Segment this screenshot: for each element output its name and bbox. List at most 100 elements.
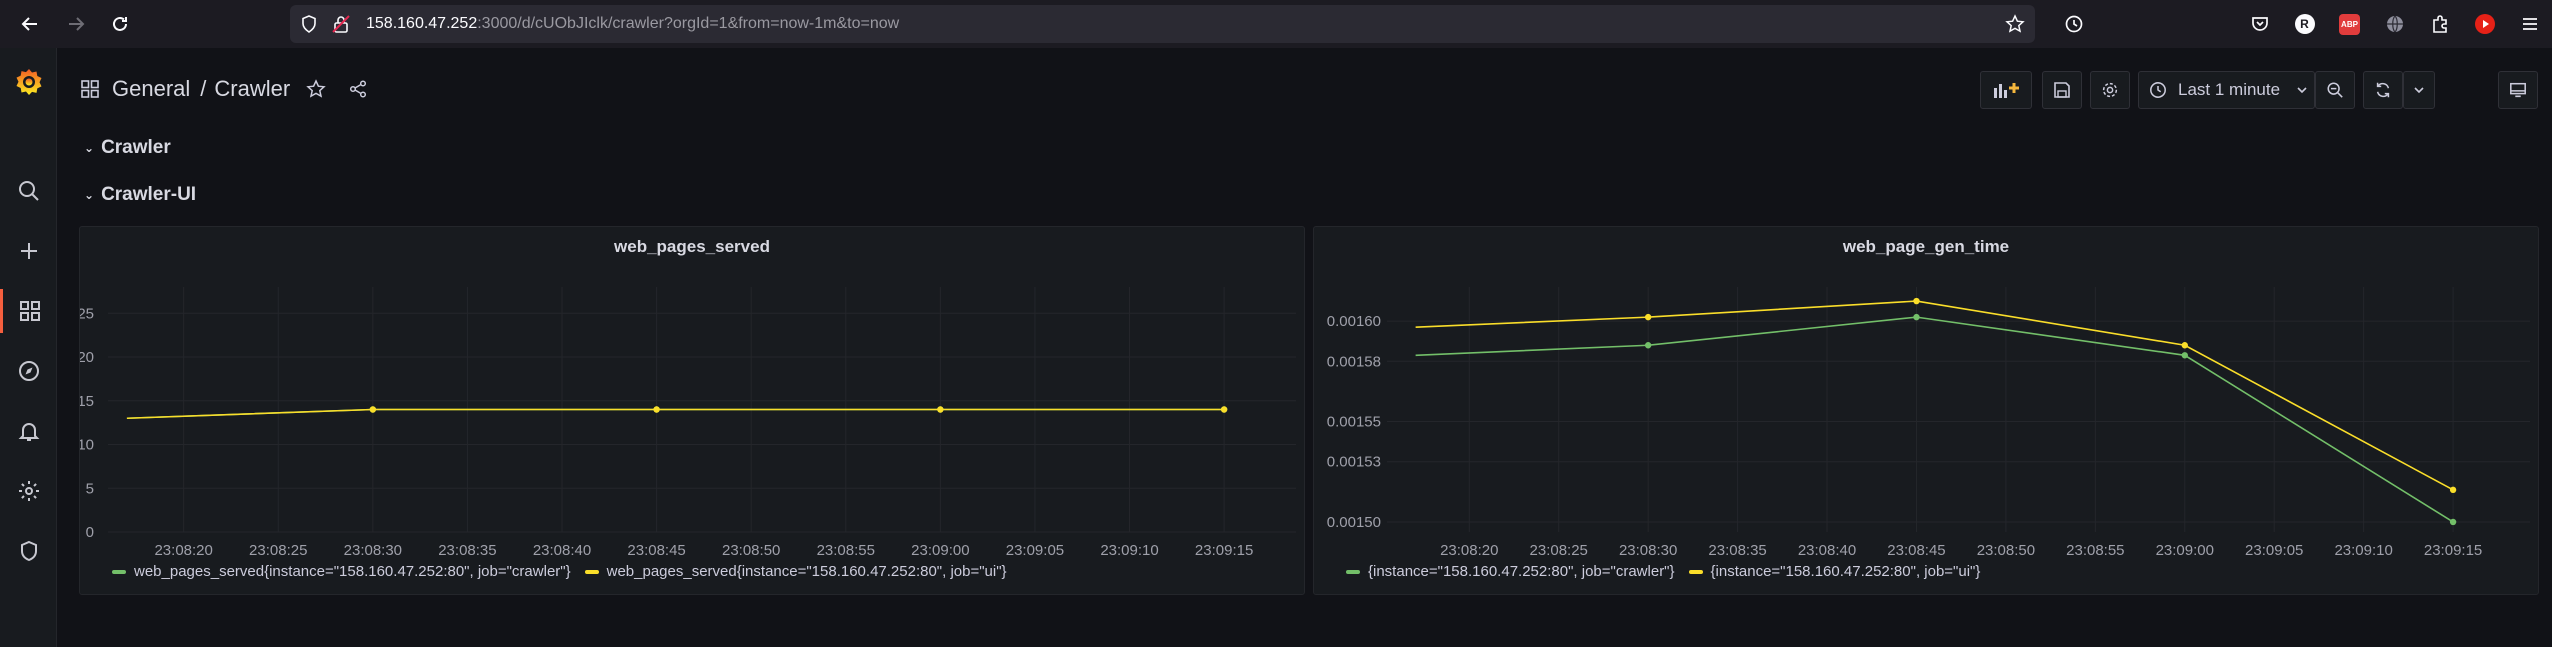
grafana-home-logo[interactable]	[0, 60, 57, 104]
x-tick-label: 23:08:20	[1440, 542, 1498, 557]
shield-icon	[302, 15, 316, 33]
tv-mode-button[interactable]	[2498, 71, 2538, 109]
plus-icon	[20, 243, 37, 259]
panel-web-pages-served[interactable]: web_pages_served 0 5 10 15 20 25 23:08:20 23:08…	[79, 226, 1305, 595]
chart-legend: {instance="158.160.47.252:80", job="craw…	[1346, 563, 1994, 580]
compass-icon	[18, 361, 39, 381]
panel-title[interactable]: web_pages_served	[614, 237, 770, 256]
youtube-extension-button[interactable]	[2462, 0, 2507, 48]
monitor-icon	[2510, 82, 2526, 98]
data-point	[2449, 518, 2457, 526]
app-menu-button[interactable]	[2507, 0, 2552, 48]
add-panel-button[interactable]	[1980, 71, 2032, 109]
breadcrumb-dashboard-title[interactable]: Crawler	[214, 76, 291, 101]
adblock-icon: ABP	[2339, 13, 2360, 35]
x-tick-label: 23:08:50	[722, 542, 780, 557]
profile-avatar: R	[2294, 14, 2315, 34]
zoom-out-icon	[2327, 82, 2343, 98]
grafana-sidebar	[0, 48, 57, 647]
x-tick-label: 23:08:55	[2066, 542, 2124, 557]
y-tick-label: 5	[86, 480, 94, 497]
x-tick-label: 23:09:10	[1100, 542, 1158, 557]
x-tick-label: 23:09:15	[1195, 542, 1253, 557]
x-tick-label: 23:09:05	[2245, 542, 2303, 557]
dashboard-settings-button[interactable]	[2090, 71, 2130, 109]
adblock-button[interactable]: ABP	[2327, 0, 2372, 48]
sidebar-item-create[interactable]	[0, 229, 57, 273]
legend-swatch-green	[1346, 569, 1360, 574]
account-button[interactable]: R	[2282, 0, 2327, 48]
bell-icon	[18, 423, 39, 441]
share-icon[interactable]	[348, 79, 368, 99]
sidebar-item-alerting[interactable]	[0, 409, 57, 453]
url-text: 158.160.47.252:3000/d/cUObJIclk/crawler?…	[366, 15, 899, 33]
legend-item-ui[interactable]: {instance="158.160.47.252:80", job="ui"}	[1688, 563, 1980, 580]
x-tick-label: 23:08:50	[1977, 542, 2035, 557]
sidebar-item-explore[interactable]	[0, 349, 57, 393]
time-picker-button[interactable]: Last 1 minute	[2138, 71, 2315, 109]
breadcrumb: General / Crawler	[80, 76, 368, 102]
sidebar-item-search[interactable]	[0, 169, 57, 213]
x-tick-label: 23:09:00	[2156, 542, 2214, 557]
shield-admin-icon	[20, 540, 37, 562]
sidebar-item-server-admin[interactable]	[0, 529, 57, 573]
row-title-label: Crawler	[101, 137, 171, 158]
panel-title[interactable]: web_page_gen_time	[1842, 237, 2010, 256]
breadcrumb-folder-link[interactable]: General	[112, 76, 191, 101]
breadcrumb-separator: /	[200, 76, 207, 101]
x-tick-label: 23:08:30	[1619, 542, 1677, 557]
pocket-button[interactable]	[2237, 0, 2282, 48]
y-tick-label: 10	[80, 437, 94, 454]
data-point	[2449, 486, 2457, 494]
data-point	[653, 406, 660, 413]
zoom-out-button[interactable]	[2315, 71, 2355, 109]
star-favorite-icon[interactable]	[306, 79, 326, 99]
data-point	[369, 406, 377, 413]
forward-arrow-icon	[69, 17, 85, 31]
refresh-interval-dropdown[interactable]	[2403, 71, 2435, 109]
x-tick-label: 23:08:25	[249, 542, 307, 557]
x-tick-label: 23:08:35	[438, 542, 496, 557]
bookmark-star-icon[interactable]	[2005, 14, 2025, 34]
data-point	[1913, 313, 1920, 321]
y-tick-label: 15	[80, 393, 94, 410]
extensions-button[interactable]	[2417, 0, 2462, 48]
series-line-crawler	[1415, 316, 2454, 523]
translate-button[interactable]	[2372, 0, 2417, 48]
history-button[interactable]	[2051, 0, 2096, 48]
y-tick-label: 0	[86, 524, 94, 541]
dashboard-header: General / Crawler Last 1 minute	[57, 48, 2552, 132]
data-point	[937, 406, 944, 413]
row-crawler-ui[interactable]: ⌄ Crawler-UI	[84, 184, 196, 206]
chevron-down-icon: ⌄	[84, 188, 95, 202]
legend-swatch-yellow	[584, 569, 599, 574]
reload-button[interactable]	[96, 0, 144, 48]
series-line-crawler	[126, 408, 1225, 420]
refresh-button[interactable]	[2363, 71, 2403, 109]
globe-icon	[2386, 15, 2403, 33]
apps-grid-icon	[81, 80, 99, 98]
forward-button[interactable]	[52, 0, 100, 48]
sidebar-item-configuration[interactable]	[0, 469, 57, 513]
refresh-icon	[2376, 82, 2390, 98]
y-tick-label: 0.00160	[1327, 313, 1381, 330]
pocket-icon	[2251, 17, 2268, 31]
legend-item-ui[interactable]: web_pages_served{instance="158.160.47.25…	[584, 563, 1007, 580]
y-tick-label: 0.00155	[1327, 414, 1381, 431]
row-crawler[interactable]: ⌄ Crawler	[84, 137, 171, 159]
sidebar-item-dashboards[interactable]	[0, 289, 57, 333]
browser-toolbar: 158.160.47.252:3000/d/cUObJIclk/crawler?…	[0, 0, 2552, 48]
save-icon	[2054, 82, 2070, 98]
gear-icon	[18, 481, 39, 501]
legend-item-crawler[interactable]: web_pages_served{instance="158.160.47.25…	[112, 563, 571, 580]
back-button[interactable]	[6, 0, 54, 48]
chart-web-page-gen-time: 0.00150 0.00153 0.00155 0.00158 0.00160 23:08…	[1327, 287, 2530, 557]
x-tick-label: 23:08:45	[627, 542, 685, 557]
legend-item-crawler[interactable]: {instance="158.160.47.252:80", job="craw…	[1346, 563, 1675, 580]
panel-web-page-gen-time[interactable]: web_page_gen_time 0.00150 0.00153 0.00155 0…	[1313, 226, 2539, 595]
save-dashboard-button[interactable]	[2042, 71, 2082, 109]
address-bar[interactable]: 158.160.47.252:3000/d/cUObJIclk/crawler?…	[290, 5, 2035, 43]
x-tick-label: 23:08:35	[1708, 542, 1766, 557]
reload-icon	[113, 16, 127, 31]
y-tick-label: 20	[80, 349, 94, 366]
